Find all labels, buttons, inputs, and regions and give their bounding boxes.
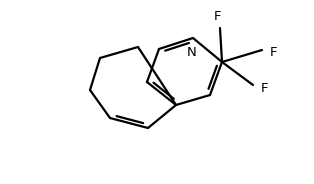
Text: N: N [187, 45, 197, 59]
Text: F: F [261, 82, 268, 95]
Text: F: F [270, 45, 278, 59]
Text: F: F [214, 10, 222, 23]
